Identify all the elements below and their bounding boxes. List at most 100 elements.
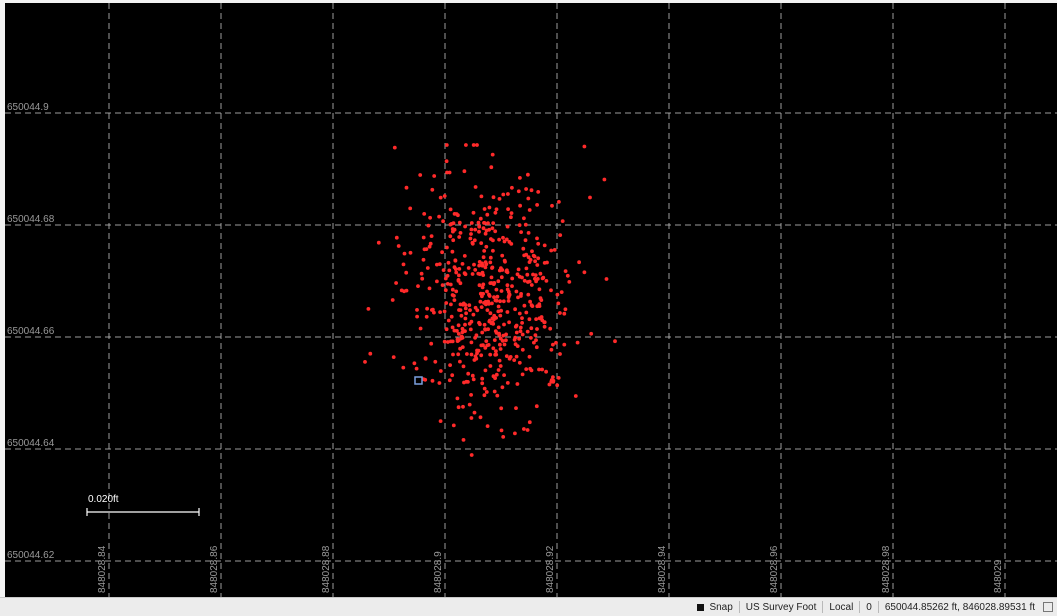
- data-point: [473, 335, 477, 340]
- resize-grip-icon[interactable]: [1043, 602, 1053, 612]
- data-point: [468, 236, 473, 241]
- data-point: [483, 231, 488, 236]
- data-point: [467, 321, 472, 326]
- data-point: [490, 152, 495, 157]
- x-axis-label: 848029: [993, 559, 1004, 593]
- data-point: [491, 346, 496, 351]
- data-point: [437, 262, 442, 266]
- data-point: [535, 263, 540, 267]
- data-point: [480, 381, 485, 386]
- data-point: [401, 365, 406, 370]
- data-point: [537, 367, 541, 372]
- y-axis-label: 650044.66: [7, 326, 55, 337]
- data-point: [483, 299, 488, 304]
- data-point: [533, 259, 537, 264]
- data-point: [534, 404, 539, 409]
- data-point: [473, 268, 478, 272]
- x-axis-label: 848028.92: [545, 545, 556, 593]
- coord-system-indicator[interactable]: Local: [829, 601, 854, 613]
- data-point: [445, 273, 450, 278]
- data-point: [513, 324, 518, 329]
- data-point: [493, 229, 498, 234]
- data-point: [454, 289, 459, 294]
- data-point: [487, 205, 492, 210]
- data-point: [477, 229, 481, 234]
- data-point: [492, 338, 497, 342]
- data-point: [463, 224, 467, 229]
- data-point: [556, 376, 561, 380]
- data-point: [562, 342, 567, 347]
- data-point: [541, 275, 546, 280]
- data-point: [523, 238, 528, 243]
- map-viewport[interactable]: 650044.9 650044.68 650044.66 650044.64 65004…: [5, 3, 1057, 597]
- data-point: [489, 237, 493, 241]
- data-point: [506, 192, 510, 196]
- data-point: [502, 239, 507, 244]
- data-point: [510, 185, 514, 190]
- data-point: [538, 271, 543, 276]
- data-point: [517, 223, 522, 228]
- data-point: [518, 329, 523, 334]
- data-point: [520, 332, 525, 337]
- data-point: [545, 260, 549, 265]
- data-point: [498, 342, 502, 347]
- data-point: [427, 244, 432, 249]
- data-point: [404, 270, 409, 275]
- data-point: [422, 212, 427, 216]
- data-point: [522, 216, 526, 221]
- data-point: [534, 345, 539, 350]
- data-point: [516, 267, 521, 272]
- data-point: [528, 258, 533, 262]
- data-point: [415, 308, 419, 312]
- data-point: [523, 222, 528, 227]
- application-frame: 650044.9 650044.68 650044.66 650044.64 65004…: [5, 3, 1057, 597]
- snap-label: Snap: [709, 601, 733, 613]
- data-point: [472, 238, 477, 243]
- data-point: [485, 289, 489, 294]
- data-point: [401, 262, 406, 267]
- scale-bar-label: 0.020ft: [88, 494, 119, 505]
- value-indicator: 0: [866, 601, 872, 613]
- data-point: [463, 306, 468, 311]
- data-point: [582, 270, 587, 275]
- data-point: [535, 203, 539, 207]
- data-point: [495, 393, 500, 398]
- data-point: [438, 369, 443, 373]
- data-point: [493, 376, 497, 380]
- data-point: [438, 419, 443, 423]
- data-point: [513, 342, 518, 347]
- data-point: [460, 345, 465, 349]
- data-point: [426, 223, 431, 228]
- data-point: [445, 282, 450, 286]
- units-indicator[interactable]: US Survey Foot: [745, 601, 817, 613]
- data-point: [535, 236, 539, 241]
- data-point: [558, 311, 562, 315]
- y-axis-label: 650044.68: [7, 214, 55, 225]
- data-point: [456, 405, 461, 410]
- data-point: [526, 292, 531, 297]
- grid-layer: [5, 3, 1057, 597]
- data-point: [469, 393, 473, 397]
- snap-toggle[interactable]: Snap: [691, 602, 738, 613]
- data-point: [477, 263, 482, 268]
- data-point: [462, 254, 467, 258]
- data-point: [472, 262, 476, 267]
- data-point: [519, 294, 523, 298]
- data-point: [441, 219, 445, 224]
- data-point: [522, 303, 527, 308]
- data-point: [420, 276, 425, 281]
- data-point: [443, 288, 448, 293]
- data-point: [516, 295, 520, 300]
- data-point: [497, 358, 502, 363]
- data-point: [560, 219, 565, 224]
- data-point: [521, 246, 526, 251]
- data-point: [502, 342, 507, 347]
- selected-point-marker[interactable]: [414, 376, 423, 385]
- data-point: [492, 313, 497, 318]
- data-point: [488, 311, 493, 316]
- data-point: [458, 302, 463, 307]
- data-point: [517, 311, 522, 316]
- data-point: [392, 145, 397, 150]
- data-point: [509, 242, 514, 246]
- data-point: [418, 173, 423, 177]
